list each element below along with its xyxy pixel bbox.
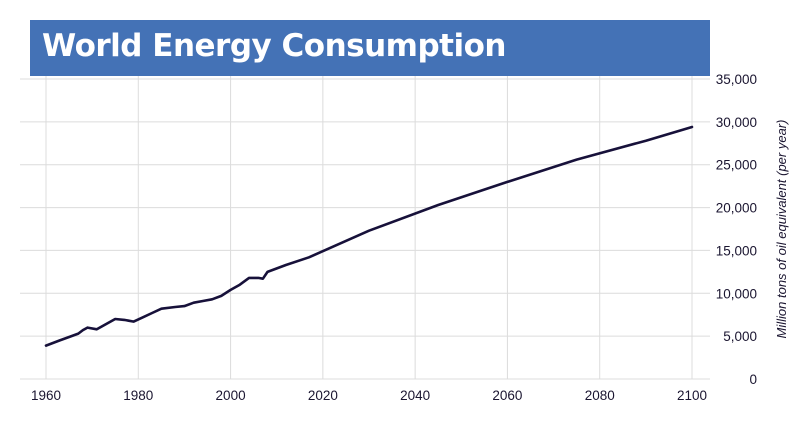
x-tick-label: 1980 — [123, 388, 153, 403]
y-tick-label: 15,000 — [716, 243, 757, 258]
y-tick-label: 35,000 — [716, 72, 757, 87]
y-tick-label: 5,000 — [723, 329, 757, 344]
grid — [20, 76, 710, 380]
x-tick-label: 1960 — [31, 388, 61, 403]
y-tick-label: 25,000 — [716, 158, 757, 173]
chart-title: World Energy Consumption — [42, 28, 506, 64]
y-axis-ticks: 0 5,000 10,000 15,000 20,000 25,000 30,000 35,0… — [716, 72, 757, 387]
x-axis-ticks: 1960 1980 2000 2020 2040 2060 2080 2100 — [31, 388, 707, 403]
series-layer — [44, 125, 694, 347]
title-banner: World Energy Consumption — [30, 20, 710, 76]
y-tick-label: 30,000 — [716, 115, 757, 130]
y-axis-label: Million tons of oil equivalent (per year… — [774, 120, 789, 339]
x-tick-label: 2040 — [400, 388, 430, 403]
y-tick-label: 20,000 — [716, 201, 757, 216]
x-tick-label: 2100 — [677, 388, 707, 403]
x-tick-label: 2000 — [216, 388, 246, 403]
y-tick-label: 0 — [749, 372, 757, 387]
x-tick-label: 2060 — [492, 388, 522, 403]
x-tick-label: 2020 — [308, 388, 338, 403]
x-tick-label: 2080 — [585, 388, 615, 403]
series-line — [44, 125, 694, 347]
y-tick-label: 10,000 — [716, 286, 757, 301]
